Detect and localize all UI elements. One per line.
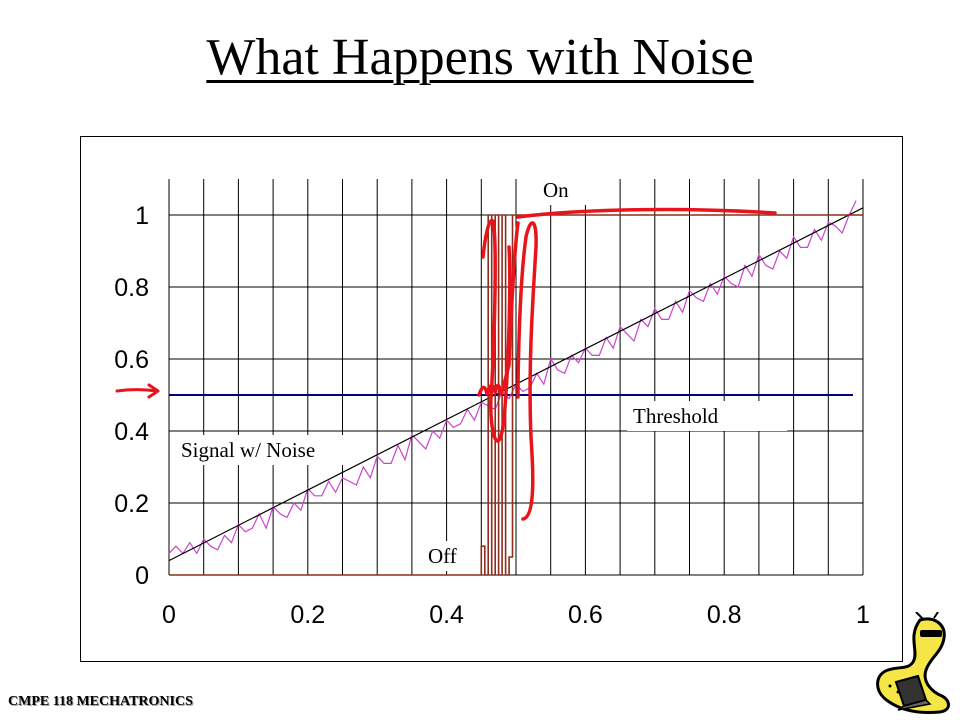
noise-scribble-mark	[481, 218, 512, 443]
noise-scribble-mark	[477, 221, 520, 397]
x-tick-label: 0.6	[568, 601, 603, 629]
threshold-label-box	[627, 401, 787, 431]
threshold-label: Threshold	[633, 404, 719, 428]
ideal-signal-line	[168, 207, 864, 562]
on-label: On	[543, 178, 569, 202]
off-label-box	[422, 541, 474, 571]
y-tick-label: 1	[135, 202, 149, 230]
comparator-output-series	[169, 214, 863, 576]
chart-frame: 0 0.2 0.4 0.6 0.8 1 0 0.2 0.4 0.6 0.8 1 On Off Thresho…	[80, 136, 903, 662]
on-label-box	[537, 175, 597, 205]
x-tick-label: 0.2	[290, 601, 325, 629]
signal-noise-label: Signal w/ Noise	[181, 438, 315, 462]
y-tick-label: 0.2	[114, 490, 149, 518]
x-tick-label: 0.8	[707, 601, 742, 629]
red-arrow-icon	[115, 383, 160, 399]
on-level-mark	[516, 207, 777, 219]
footer-caption: CMPE 118 MECHATRONICS	[8, 694, 193, 709]
x-tick-label: 0	[162, 601, 176, 629]
signal-noise-label-box	[175, 435, 343, 465]
noise-scribble-mark	[516, 221, 538, 521]
y-tick-label: 0.4	[114, 418, 149, 446]
banana-slug-mascot-icon	[876, 612, 950, 714]
y-tick-label: 0	[135, 562, 149, 590]
y-tick-label: 0.6	[114, 346, 149, 374]
slide-title: What Happens with Noise	[206, 29, 754, 86]
y-tick-label: 0.8	[114, 274, 149, 302]
off-label: Off	[428, 544, 457, 568]
noise-threshold-chart: 0 0.2 0.4 0.6 0.8 1 0 0.2 0.4 0.6 0.8 1 On Off Thresho…	[114, 175, 870, 629]
x-tick-label: 0.4	[429, 601, 464, 629]
x-tick-label: 1	[856, 601, 870, 629]
